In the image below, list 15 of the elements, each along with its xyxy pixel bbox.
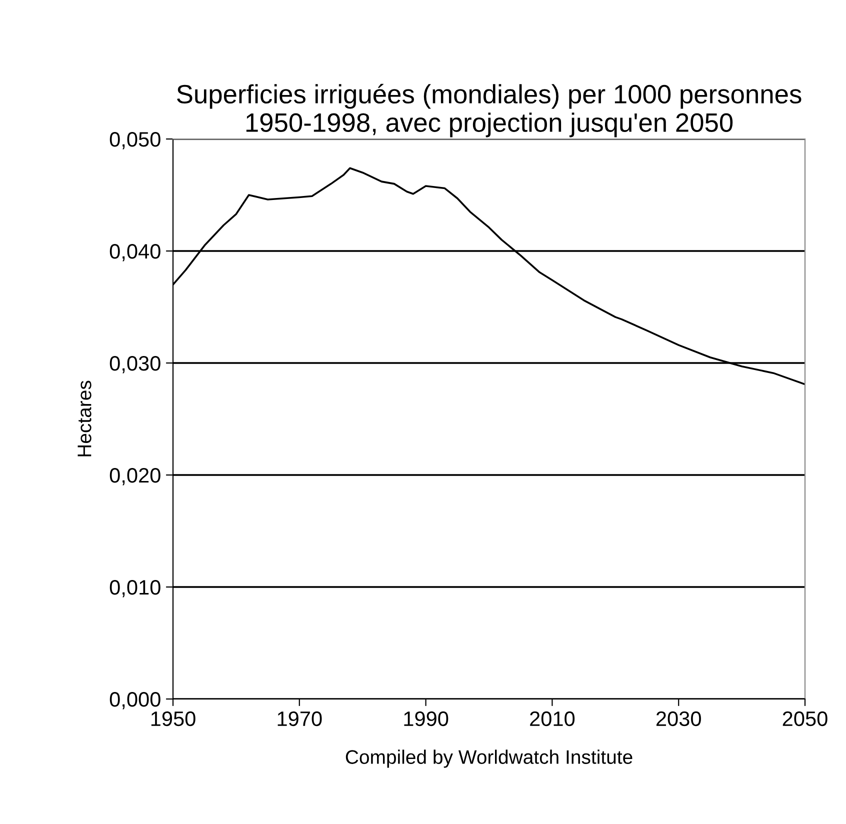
x-tick-label: 1970 (278, 711, 322, 726)
y-tick-label: 0,050 (110, 132, 160, 150)
y-tick-label: 0,020 (110, 468, 160, 486)
y-tick-label: 0,000 (110, 692, 160, 710)
x-tick-label: 2050 (782, 711, 828, 726)
y-axis-title: Hectares (78, 380, 92, 456)
x-tick-label: 2010 (530, 711, 575, 726)
y-tick-label: 0,040 (110, 244, 160, 262)
y-tick-label: 0,030 (110, 356, 160, 374)
x-axis-title: Compiled by Worldwatch Institute (346, 750, 632, 768)
x-tick-label: 1950 (151, 711, 196, 726)
chart-title: Superficies irriguées (mondiales) per 1000 personnes 1950-1998, avec projection jusqu'en 2050 (177, 84, 802, 138)
x-tick-label: 1990 (404, 711, 448, 726)
x-tick-label: 2030 (656, 711, 701, 726)
y-tick-label: 0,010 (110, 580, 160, 598)
